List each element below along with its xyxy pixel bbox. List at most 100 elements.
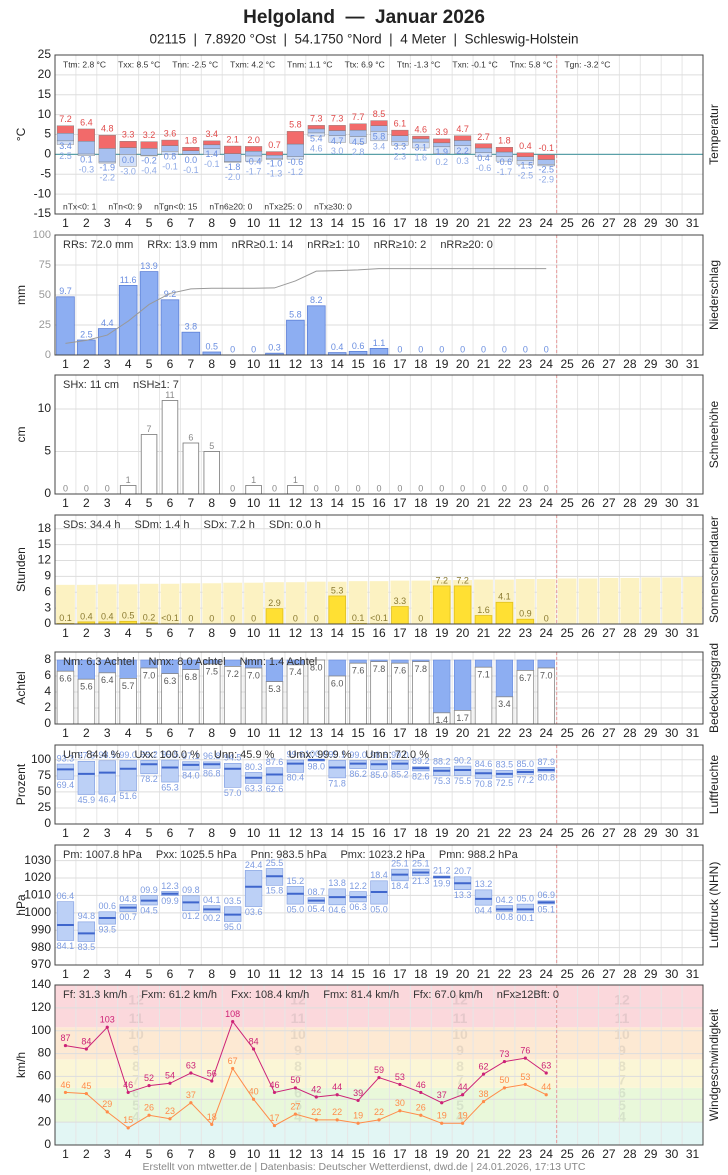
x-tick-label: 16 xyxy=(372,826,386,840)
x-tick-label: 14 xyxy=(331,726,345,740)
x-tick-label: 11 xyxy=(268,496,281,510)
value-label: 00.1 xyxy=(517,913,535,923)
value-label: 7.0 xyxy=(247,670,260,680)
panel-background xyxy=(55,845,703,965)
x-tick-label: 13 xyxy=(310,726,324,740)
series-point xyxy=(377,1118,381,1122)
panel-frame xyxy=(54,651,704,725)
value-label: 77.2 xyxy=(517,775,535,785)
beaufort-number: 8 xyxy=(456,1058,464,1074)
value-label: 3.1 xyxy=(415,142,428,152)
cumulative-line xyxy=(65,268,547,344)
value-label: 45.9 xyxy=(78,795,96,805)
value-label: 0 xyxy=(439,483,444,493)
value-label: 3.3 xyxy=(394,596,407,606)
bar xyxy=(203,451,221,495)
series-point xyxy=(272,1123,277,1128)
value-label: 4.5 xyxy=(352,137,365,147)
series-point xyxy=(481,1072,486,1076)
x-tick-label: 6 xyxy=(167,726,174,740)
possible-bar xyxy=(557,578,577,624)
beaufort-number: 5 xyxy=(456,1097,464,1113)
value-label: 0.0 xyxy=(185,155,198,165)
x-tick-label: 12 xyxy=(289,967,303,981)
y-tick-label: 1020 xyxy=(24,870,51,884)
x-tick-label: 5 xyxy=(146,1147,153,1161)
x-tick-label: 9 xyxy=(229,216,236,230)
x-tick-label: 4 xyxy=(125,626,132,640)
x-tick-label: 21 xyxy=(477,826,491,840)
x-tick-label: 25 xyxy=(560,1147,574,1161)
value-label: 00.7 xyxy=(119,912,137,922)
beaufort-number: 4 xyxy=(618,1108,626,1124)
value-label: 7.4 xyxy=(289,667,302,677)
stat-text: nTgn<0: 15 xyxy=(154,201,198,211)
value-label: 30 xyxy=(395,1098,405,1108)
series-point xyxy=(523,1056,527,1060)
value-label: 05.1 xyxy=(537,904,555,914)
x-tick-label: 2 xyxy=(83,626,90,640)
x-tick-label: 1 xyxy=(62,1147,69,1161)
mean-max-bar xyxy=(349,123,367,131)
value-label: 11.6 xyxy=(120,275,137,285)
y-tick-label: 75 xyxy=(38,768,52,782)
y-tick-label: 0 xyxy=(44,816,51,830)
mean-max-bar xyxy=(161,139,179,146)
beaufort-number: 11 xyxy=(453,1010,468,1026)
stat-text: Txx: 8.5 °C xyxy=(118,59,160,69)
value-label: 2.7 xyxy=(477,132,490,142)
value-label: 97.6 xyxy=(78,751,96,761)
beaufort-number: 6 xyxy=(456,1084,464,1100)
stat-text: Ff: 31.3 km/h xyxy=(63,989,127,1001)
mean-max-bar xyxy=(516,152,534,157)
value-label: 0 xyxy=(502,483,507,493)
x-tick-label: 24 xyxy=(540,1147,554,1161)
min-mean-bar xyxy=(370,125,388,132)
stat-text: Fxm: 61.2 km/h xyxy=(141,989,217,1001)
stat-text: Pm: 1007.8 hPa xyxy=(63,849,143,861)
range-box xyxy=(119,760,137,792)
x-tick-label: 26 xyxy=(581,496,595,510)
x-tick-label: 31 xyxy=(686,357,700,371)
wind-band xyxy=(55,1087,703,1123)
mean-max-bar xyxy=(77,128,95,142)
value-label: 1.7 xyxy=(456,713,469,723)
series-point xyxy=(523,1082,527,1087)
x-tick-label: 25 xyxy=(560,826,574,840)
value-label: 0 xyxy=(209,613,214,623)
mean-max-bar xyxy=(474,143,493,149)
value-label: 7.2 xyxy=(456,575,469,585)
x-tick-label: 6 xyxy=(167,626,174,640)
value-label: 0 xyxy=(460,483,465,493)
x-tick-label: 12 xyxy=(289,1147,303,1161)
bar xyxy=(56,296,75,356)
value-label: 01.2 xyxy=(182,911,200,921)
value-label: 62 xyxy=(479,1062,489,1072)
value-label: 85.0 xyxy=(517,759,535,769)
remainder-bar xyxy=(474,659,493,668)
x-tick-label: 2 xyxy=(83,496,90,510)
x-tick-label: 14 xyxy=(331,826,345,840)
x-tick-label: 8 xyxy=(208,496,215,510)
value-label: 84 xyxy=(249,1036,259,1046)
page-subtitle: 02115 | 7.8920 °Ost | 54.1750 °Nord | 4 … xyxy=(149,32,578,47)
value-label: 6.0 xyxy=(331,678,344,688)
panel-frame xyxy=(54,514,704,625)
mean-max-bar xyxy=(391,129,409,136)
value-label: 0.4 xyxy=(331,342,344,352)
remainder-bar xyxy=(328,659,346,677)
bar xyxy=(307,305,326,356)
beaufort-number: 12 xyxy=(128,992,144,1008)
y-tick-label: 5 xyxy=(44,444,51,458)
value-label: 1.6 xyxy=(415,152,428,162)
value-label: 38 xyxy=(479,1089,489,1099)
min-mean-bar xyxy=(224,153,242,162)
value-label: 6.7 xyxy=(519,673,532,683)
x-tick-label: 6 xyxy=(167,357,174,371)
x-tick-label: 13 xyxy=(310,626,324,640)
value-label: 40 xyxy=(249,1087,259,1097)
y-tick-label: 6 xyxy=(44,668,51,682)
value-label: 3.8 xyxy=(185,322,198,332)
possible-bar xyxy=(662,577,682,624)
beaufort-number: 12 xyxy=(290,992,306,1008)
